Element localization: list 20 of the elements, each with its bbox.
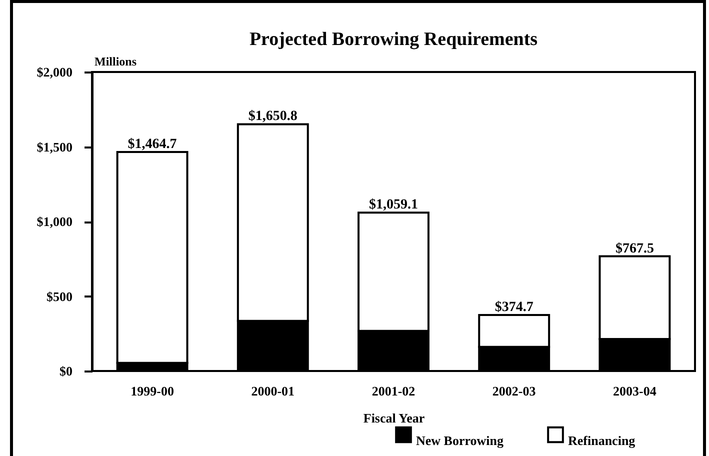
x-tick-label: 2003-04 [613,384,657,398]
x-tick-label: 1999-00 [130,384,174,398]
x-tick-label: 2002-03 [492,384,536,398]
legend-label: New Borrowing [416,432,504,448]
y-axis-title: Millions [94,54,137,68]
chart-title: Projected Borrowing Requirements [249,29,538,50]
x-tick-label: 2001-02 [372,384,416,398]
total-label: $374.7 [494,300,534,315]
y-tick-label: $500 [46,288,72,304]
total-label: $1,464.7 [128,137,177,152]
y-tick-label: $2,000 [36,64,72,80]
x-axis-title: Fiscal Year [363,410,425,426]
y-tick-label: $1,000 [36,214,72,229]
total-label: $1,650.8 [248,109,298,124]
y-tick-label: $1,500 [36,139,72,154]
y-tick-label: $0 [60,364,72,378]
x-tick-label: 2000-01 [251,384,295,398]
total-label: $767.5 [615,241,654,256]
legend-label: Refinancing [568,432,636,448]
total-label: $1,059.1 [369,198,418,213]
